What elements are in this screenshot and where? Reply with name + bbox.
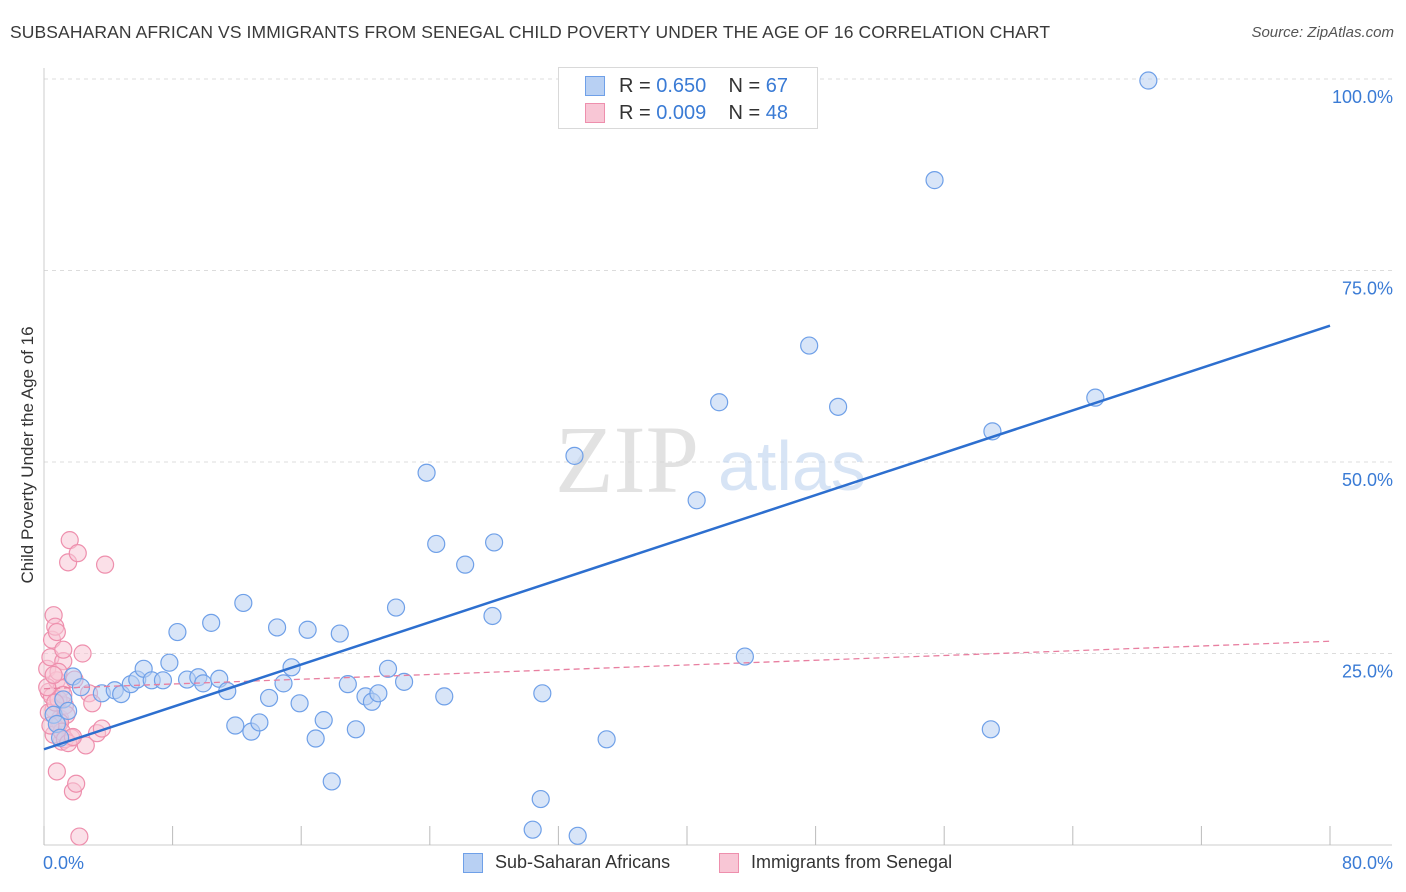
subsaharan-point <box>427 534 446 554</box>
stats-legend: R = 0.650 N = 67 R = 0.009 N = 48 <box>558 67 818 129</box>
legend-swatch-pink <box>719 853 739 873</box>
subsaharan-point <box>267 618 287 637</box>
subsaharan-point <box>202 613 221 632</box>
subsaharan-point <box>369 684 388 703</box>
legend-swatch-pink <box>585 103 605 123</box>
subsaharan-point <box>259 688 279 708</box>
trend-line-subsaharan <box>43 324 1331 751</box>
y-tick-label: 75.0% <box>1342 279 1393 299</box>
x-tick-label: 0.0% <box>43 853 84 873</box>
subsaharan-point <box>338 675 357 694</box>
subsaharan-point <box>290 694 309 713</box>
subsaharan-point <box>800 336 819 355</box>
subsaharan-point <box>568 826 587 845</box>
n-label: N = <box>728 102 766 124</box>
grid-lines <box>44 78 1392 654</box>
senegal-point <box>67 774 86 793</box>
subsaharan-point <box>153 671 173 690</box>
subsaharan-point <box>314 711 333 730</box>
subsaharan-points <box>44 71 1158 845</box>
legend-swatch-blue <box>463 853 483 873</box>
senegal-point <box>47 762 66 781</box>
n-value: 48 <box>765 102 789 124</box>
subsaharan-point <box>485 533 504 552</box>
subsaharan-point <box>394 672 414 691</box>
trend-lines <box>43 324 1331 751</box>
senegal-point <box>47 622 66 642</box>
senegal-point <box>76 736 95 755</box>
senegal-point <box>44 665 63 685</box>
subsaharan-point <box>346 720 365 739</box>
y-tick-label: 25.0% <box>1342 662 1393 682</box>
legend-swatch-blue <box>585 76 605 96</box>
subsaharan-point <box>330 624 349 643</box>
subsaharan-point <box>925 171 944 190</box>
n-label: N = <box>728 75 766 97</box>
subsaharan-point <box>168 622 187 642</box>
subsaharan-point <box>710 393 729 412</box>
y-tick-label: 100.0% <box>1332 87 1393 107</box>
senegal-point <box>68 544 87 563</box>
r-value: 0.009 <box>656 102 707 124</box>
subsaharan-point <box>483 606 502 626</box>
senegal-point <box>60 531 79 550</box>
subsaharan-point <box>59 701 78 721</box>
senegal-point <box>70 827 89 846</box>
subsaharan-point <box>160 653 179 672</box>
subsaharan-point <box>533 684 552 703</box>
subsaharan-point <box>829 397 848 416</box>
subsaharan-point <box>565 446 584 465</box>
r-label: R = <box>619 102 657 124</box>
n-value: 67 <box>765 75 789 97</box>
senegal-point <box>95 555 115 574</box>
y-axis-label: Child Poverty Under the Age of 16 <box>18 326 37 584</box>
subsaharan-point <box>1139 71 1158 90</box>
subsaharan-point <box>322 772 341 791</box>
subsaharan-point <box>234 593 253 613</box>
subsaharan-point <box>378 659 398 678</box>
subsaharan-point <box>250 713 269 732</box>
source-label: Source: ZipAtlas.com <box>1251 24 1394 41</box>
subsaharan-point <box>274 674 293 693</box>
y-tick-label: 50.0% <box>1342 470 1393 490</box>
subsaharan-point <box>687 491 706 510</box>
trend-line-senegal <box>43 640 1331 690</box>
tick-labels: 25.0% 50.0% 75.0% 100.0% 0.0% 80.0% <box>43 87 1393 873</box>
watermark: ZIP atlas <box>555 406 866 513</box>
subsaharan-point <box>298 620 317 639</box>
senegal-point <box>54 640 73 659</box>
legend-label-subsaharan: Sub-Saharan Africans <box>495 852 671 872</box>
subsaharan-point <box>386 598 406 617</box>
subsaharan-point <box>531 789 550 809</box>
subsaharan-point <box>306 729 325 748</box>
x-tick-label: 80.0% <box>1342 853 1393 873</box>
r-label: R = <box>619 75 657 97</box>
subsaharan-point <box>456 555 475 574</box>
subsaharan-point <box>523 820 542 839</box>
subsaharan-point <box>597 730 616 749</box>
senegal-point <box>73 644 92 663</box>
subsaharan-point <box>981 720 1000 739</box>
chart-title: SUBSAHARAN AFRICAN VS IMMIGRANTS FROM SE… <box>10 22 1051 42</box>
subsaharan-point <box>735 647 754 666</box>
watermark-atlas: atlas <box>718 427 866 505</box>
legend-label-senegal: Immigrants from Senegal <box>751 852 953 872</box>
subsaharan-point <box>435 687 454 706</box>
subsaharan-point <box>226 716 245 735</box>
subsaharan-point <box>417 463 436 482</box>
r-value: 0.650 <box>656 75 707 97</box>
